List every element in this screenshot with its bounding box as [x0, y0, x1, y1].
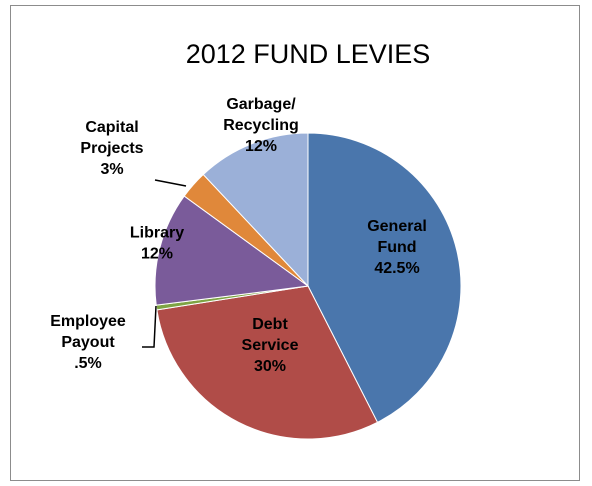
pie-slice-debt-service [156, 285, 379, 440]
leader-employee-payout [142, 305, 157, 348]
pie-slice-library [154, 195, 310, 306]
pie-slices [154, 132, 462, 440]
chart-title: 2012 FUND LEVIES [186, 39, 431, 69]
slice-label-debt-service: Debt Service 30% [242, 316, 299, 375]
slice-label-general-fund: General Fund 42.5% [367, 218, 427, 277]
slice-label-library: Library 12% [130, 225, 184, 263]
pie-slice-general-fund [307, 132, 462, 423]
pie-slice-garbage-recycling [202, 132, 309, 288]
leader-capital-projects [154, 179, 187, 187]
leader-lines [142, 179, 187, 348]
slice-label-garbage-recycling: Garbage/Recycling 12% [223, 96, 299, 155]
slice-label-capital-projects: Capital Projects 3% [80, 119, 143, 178]
slice-labels: General Fund 42.5% Debt Service 30% Employee Pa… [50, 96, 427, 375]
slice-label-employee-payout: Employee Payout .5% [50, 313, 126, 372]
